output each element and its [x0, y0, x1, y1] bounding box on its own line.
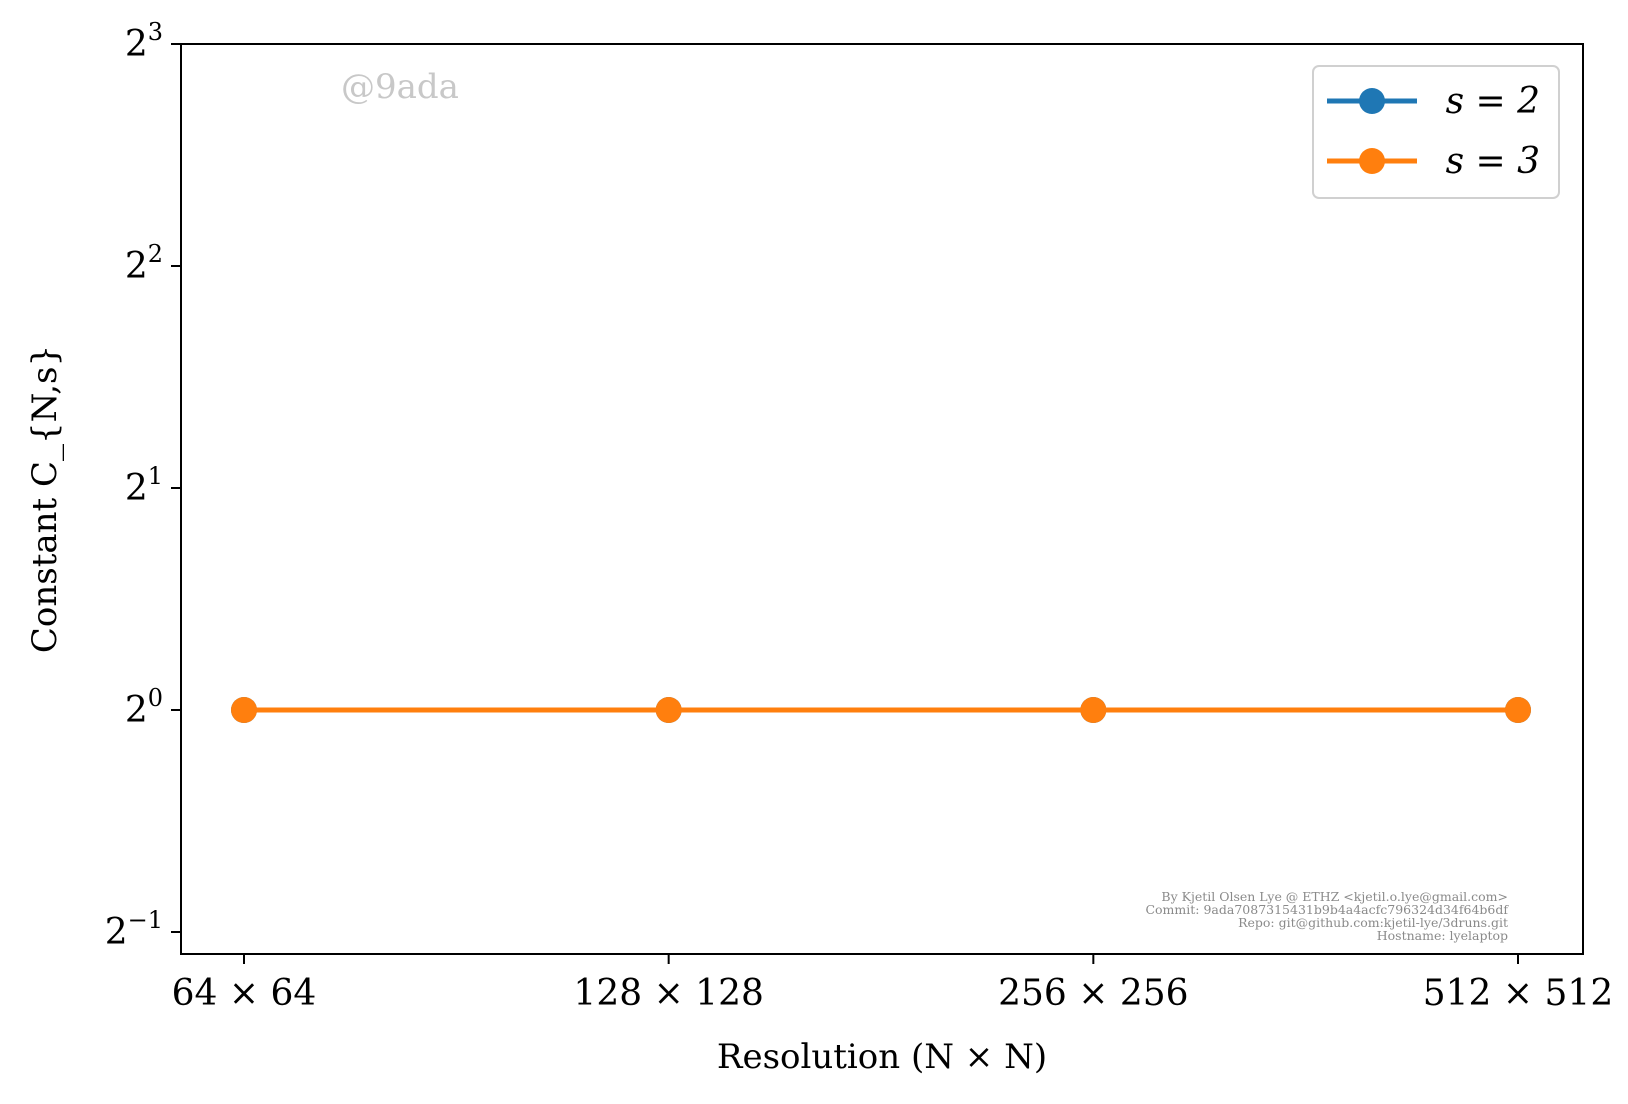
data-point	[1505, 697, 1531, 723]
y-axis-label: Constant C_{N,s}	[25, 345, 65, 653]
credits: By Kjetil Olsen Lye @ ETHZ <kjetil.o.lye…	[1145, 889, 1509, 943]
legend: s = 2 s = 3	[1312, 65, 1560, 199]
credit-line: Commit: 9ada7087315431b9b4a4acfc796324d3…	[1145, 902, 1509, 917]
legend-marker	[1359, 148, 1385, 174]
y-tick-base: 2	[105, 912, 128, 953]
y-tick-label: 21	[125, 462, 163, 509]
y-tick-exponent: 0	[148, 684, 163, 712]
data-point	[231, 697, 257, 723]
legend-items: s = 2 s = 3	[1327, 81, 1540, 182]
x-tick-label: 512 × 512	[1423, 973, 1613, 1014]
x-tick-label: 64 × 64	[172, 973, 317, 1014]
y-tick-exponent: 3	[148, 18, 163, 46]
data-point	[1080, 697, 1107, 723]
y-tick-label: 23	[125, 18, 163, 65]
legend-marker	[1359, 88, 1385, 114]
legend-label: s = 3	[1446, 141, 1540, 182]
credit-line: By Kjetil Olsen Lye @ ETHZ <kjetil.o.lye…	[1161, 889, 1508, 904]
y-tick-label: 22	[125, 240, 163, 287]
y-tick-label: 20	[125, 684, 163, 731]
credit-line: Hostname: lyelaptop	[1377, 928, 1508, 943]
x-tick-label: 128 × 128	[573, 973, 763, 1014]
y-tick-base: 2	[125, 468, 148, 509]
x-axis-label: Resolution (N × N)	[717, 1037, 1047, 1077]
y-tick-exponent: −1	[128, 906, 163, 934]
y-tick-base: 2	[125, 24, 148, 65]
watermark: @9ada	[341, 67, 459, 107]
legend-label: s = 2	[1446, 81, 1540, 122]
data-point	[655, 697, 682, 723]
series-layer	[231, 697, 1531, 723]
credit-line: Repo: git@github.com:kjetil-lye/3druns.g…	[1238, 915, 1508, 930]
y-tick-base: 2	[125, 690, 148, 731]
y-tick-exponent: 1	[148, 462, 163, 490]
x-axis: 64 × 64 128 × 128 256 × 256 512 × 512	[172, 954, 1613, 1014]
y-tick-label: 2−1	[105, 906, 163, 953]
y-tick-exponent: 2	[148, 240, 163, 268]
y-tick-base: 2	[125, 246, 148, 287]
x-tick-label: 256 × 256	[998, 973, 1188, 1014]
